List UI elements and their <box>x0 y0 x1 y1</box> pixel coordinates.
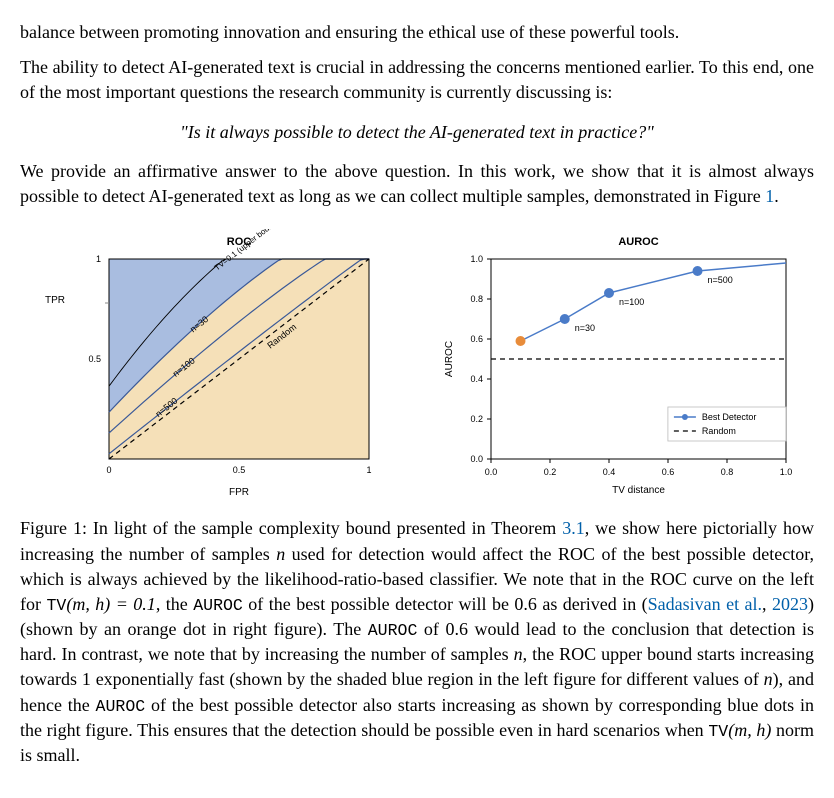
svg-text:1: 1 <box>95 254 100 264</box>
svg-text:1.0: 1.0 <box>779 467 792 477</box>
math-var: n <box>276 544 285 564</box>
svg-text:AUROC: AUROC <box>444 341 455 377</box>
tt-text: AUROC <box>368 621 418 640</box>
svg-text:TV distance: TV distance <box>612 485 665 496</box>
paragraph: We provide an affirmative answer to the … <box>20 159 814 209</box>
svg-text:0.0: 0.0 <box>470 454 483 464</box>
svg-text:0.6: 0.6 <box>470 334 483 344</box>
svg-text:ROC: ROC <box>226 236 251 248</box>
svg-text:AUROC: AUROC <box>618 236 658 248</box>
svg-text:n=30: n=30 <box>574 323 594 333</box>
svg-text:0.4: 0.4 <box>470 374 483 384</box>
auroc-plot: 0.0 0.2 0.4 0.6 0.8 1.0 0.0 0.2 0.4 0.6 0.8 1.0 n=30… <box>436 229 796 506</box>
caption-text: exponentially fast (shown by the shaded … <box>91 669 764 689</box>
figure-ref-link[interactable]: 1 <box>765 186 774 206</box>
svg-text:0.2: 0.2 <box>543 467 556 477</box>
svg-text:Random: Random <box>701 426 735 436</box>
svg-text:0: 0 <box>106 465 111 475</box>
svg-text:0.4: 0.4 <box>602 467 615 477</box>
math-var: n <box>514 644 523 664</box>
citation-year-link[interactable]: 2023 <box>772 594 808 614</box>
svg-text:1: 1 <box>366 465 371 475</box>
auroc-svg: 0.0 0.2 0.4 0.6 0.8 1.0 0.0 0.2 0.4 0.6 0.8 1.0 n=30… <box>436 229 796 499</box>
figure-1: n=500n=100n=30TV=0.1 (upper bound for n=… <box>20 229 814 506</box>
text: We provide an affirmative answer to the … <box>20 161 814 206</box>
num: 1 <box>82 669 91 689</box>
text: . <box>774 186 779 206</box>
roc-plot: n=500n=100n=30TV=0.1 (upper bound for n=… <box>39 229 379 506</box>
num: 0.6 <box>514 594 537 614</box>
math-var: (m, h) = 0.1 <box>66 594 155 614</box>
svg-text:FPR: FPR <box>229 487 249 498</box>
svg-text:n=100: n=100 <box>619 297 644 307</box>
caption-text: , <box>762 594 772 614</box>
svg-text:0.5: 0.5 <box>232 465 245 475</box>
svg-text:0.2: 0.2 <box>470 414 483 424</box>
svg-text:0.0: 0.0 <box>484 467 497 477</box>
math-var: (m, h) <box>728 720 771 740</box>
tt-text: TV <box>46 596 66 615</box>
num: 0.6 <box>445 619 468 639</box>
svg-text:0.5: 0.5 <box>88 354 101 364</box>
tt-text: TV <box>708 722 728 741</box>
figure-caption: Figure 1: In light of the sample complex… <box>20 516 814 768</box>
caption-text: of the best possible detector will be <box>243 594 515 614</box>
math-var: n <box>764 669 773 689</box>
theorem-ref-link[interactable]: 3.1 <box>562 518 585 538</box>
caption-text: as derived in ( <box>537 594 648 614</box>
caption-text: of <box>417 619 445 639</box>
svg-text:Best Detector: Best Detector <box>701 412 756 422</box>
svg-text:0.6: 0.6 <box>661 467 674 477</box>
caption-text: Figure 1: In light of the sample complex… <box>20 518 562 538</box>
tt-text: AUROC <box>96 697 146 716</box>
tt-text: AUROC <box>193 596 243 615</box>
quote: "Is it always possible to detect the AI-… <box>20 120 814 145</box>
citation-link[interactable]: Sadasivan et al. <box>648 594 762 614</box>
roc-svg: n=500n=100n=30TV=0.1 (upper bound for n=… <box>39 229 379 499</box>
paragraph-partial: balance between promoting innovation and… <box>20 20 814 45</box>
caption-text: , the <box>156 594 193 614</box>
svg-text:n=500: n=500 <box>707 275 732 285</box>
svg-text:0.8: 0.8 <box>470 294 483 304</box>
svg-text:1.0: 1.0 <box>470 254 483 264</box>
svg-text:0.8: 0.8 <box>720 467 733 477</box>
paragraph: The ability to detect AI-generated text … <box>20 55 814 105</box>
svg-text:TPR: TPR <box>45 295 65 306</box>
